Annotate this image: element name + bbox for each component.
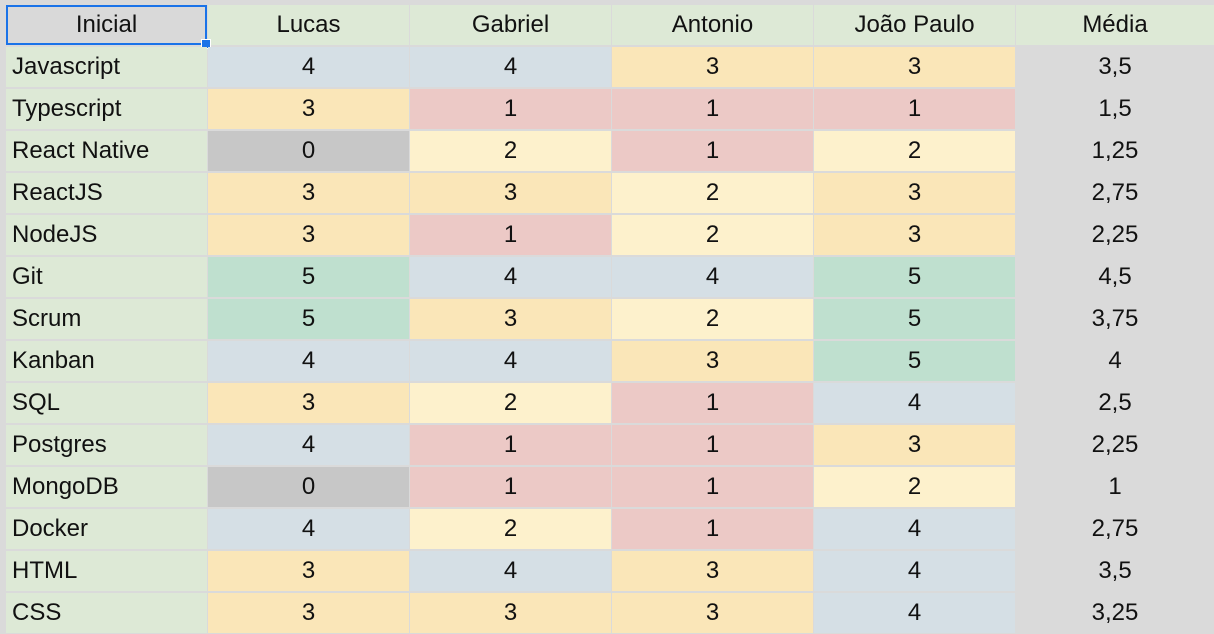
score-cell[interactable]: 4 [410,47,611,87]
average-cell[interactable]: 1 [1016,467,1214,507]
header-cell-jo-o-paulo[interactable]: João Paulo [814,5,1015,45]
score-cell[interactable]: 1 [612,425,813,465]
row-label-cell[interactable]: React Native [6,131,207,171]
score-cell[interactable]: 1 [410,89,611,129]
row-label-cell[interactable]: MongoDB [6,467,207,507]
score-cell[interactable]: 2 [410,131,611,171]
average-cell[interactable]: 2,25 [1016,425,1214,465]
score-cell[interactable]: 3 [612,341,813,381]
row-label-cell[interactable]: Scrum [6,299,207,339]
row-label-cell[interactable]: Typescript [6,89,207,129]
score-cell[interactable]: 1 [612,467,813,507]
score-cell[interactable]: 2 [612,299,813,339]
score-cell[interactable]: 0 [208,131,409,171]
score-cell[interactable]: 1 [410,215,611,255]
score-cell[interactable]: 0 [208,467,409,507]
average-cell[interactable]: 1,5 [1016,89,1214,129]
score-cell[interactable]: 4 [814,551,1015,591]
header-cell-inicial[interactable]: Inicial [6,5,207,45]
score-cell[interactable]: 3 [814,425,1015,465]
score-cell[interactable]: 3 [208,173,409,213]
score-cell[interactable]: 3 [208,383,409,423]
score-cell[interactable]: 3 [208,551,409,591]
score-cell[interactable]: 3 [208,593,409,633]
score-cell[interactable]: 4 [410,341,611,381]
average-cell[interactable]: 3,75 [1016,299,1214,339]
score-cell[interactable]: 2 [612,215,813,255]
score-cell[interactable]: 3 [814,47,1015,87]
score-cell[interactable]: 3 [814,173,1015,213]
score-cell[interactable]: 5 [208,257,409,297]
average-cell[interactable]: 2,75 [1016,173,1214,213]
score-cell[interactable]: 3 [208,89,409,129]
score-cell[interactable]: 3 [208,215,409,255]
row-label-cell[interactable]: Javascript [6,47,207,87]
score-cell[interactable]: 3 [612,47,813,87]
average-cell[interactable]: 3,25 [1016,593,1214,633]
score-cell[interactable]: 3 [612,593,813,633]
score-cell[interactable]: 4 [814,383,1015,423]
score-cell[interactable]: 5 [814,341,1015,381]
average-cell[interactable]: 4,5 [1016,257,1214,297]
score-cell[interactable]: 3 [410,299,611,339]
score-cell[interactable]: 1 [410,467,611,507]
header-cell-antonio[interactable]: Antonio [612,5,813,45]
average-cell[interactable]: 2,75 [1016,509,1214,549]
score-cell[interactable]: 4 [814,509,1015,549]
score-cell[interactable]: 3 [410,593,611,633]
row-label-cell[interactable]: Postgres [6,425,207,465]
score-cell[interactable]: 2 [814,131,1015,171]
score-cell[interactable]: 4 [410,551,611,591]
score-cell[interactable]: 1 [612,383,813,423]
row-label-cell[interactable]: CSS [6,593,207,633]
row-label-cell[interactable]: ReactJS [6,173,207,213]
score-cell[interactable]: 4 [814,593,1015,633]
row-label-cell[interactable]: Kanban [6,341,207,381]
score-cell[interactable]: 2 [814,467,1015,507]
score-cell[interactable]: 5 [814,299,1015,339]
average-cell[interactable]: 3,5 [1016,47,1214,87]
score-cell[interactable]: 4 [208,509,409,549]
score-cell[interactable]: 1 [814,89,1015,129]
row-label-cell[interactable]: Git [6,257,207,297]
score-cell[interactable]: 3 [410,173,611,213]
row-label-cell[interactable]: HTML [6,551,207,591]
score-cell[interactable]: 5 [814,257,1015,297]
header-cell-lucas[interactable]: Lucas [208,5,409,45]
row-label-cell[interactable]: NodeJS [6,215,207,255]
score-cell[interactable]: 5 [208,299,409,339]
row-label-cell[interactable]: Docker [6,509,207,549]
score-cell[interactable]: 3 [612,551,813,591]
average-cell[interactable]: 4 [1016,341,1214,381]
score-cell[interactable]: 1 [612,131,813,171]
score-cell[interactable]: 1 [410,425,611,465]
average-cell[interactable]: 2,5 [1016,383,1214,423]
score-cell[interactable]: 2 [612,173,813,213]
average-cell[interactable]: 2,25 [1016,215,1214,255]
average-cell[interactable]: 3,5 [1016,551,1214,591]
score-cell[interactable]: 1 [612,89,813,129]
header-cell-m-dia[interactable]: Média [1016,5,1214,45]
score-cell[interactable]: 4 [208,341,409,381]
score-cell[interactable]: 4 [208,425,409,465]
score-cell[interactable]: 4 [612,257,813,297]
score-cell[interactable]: 4 [208,47,409,87]
score-cell[interactable]: 2 [410,383,611,423]
header-cell-gabriel[interactable]: Gabriel [410,5,611,45]
row-label-cell[interactable]: SQL [6,383,207,423]
score-cell[interactable]: 4 [410,257,611,297]
score-cell[interactable]: 1 [612,509,813,549]
score-cell[interactable]: 2 [410,509,611,549]
score-cell[interactable]: 3 [814,215,1015,255]
average-cell[interactable]: 1,25 [1016,131,1214,171]
